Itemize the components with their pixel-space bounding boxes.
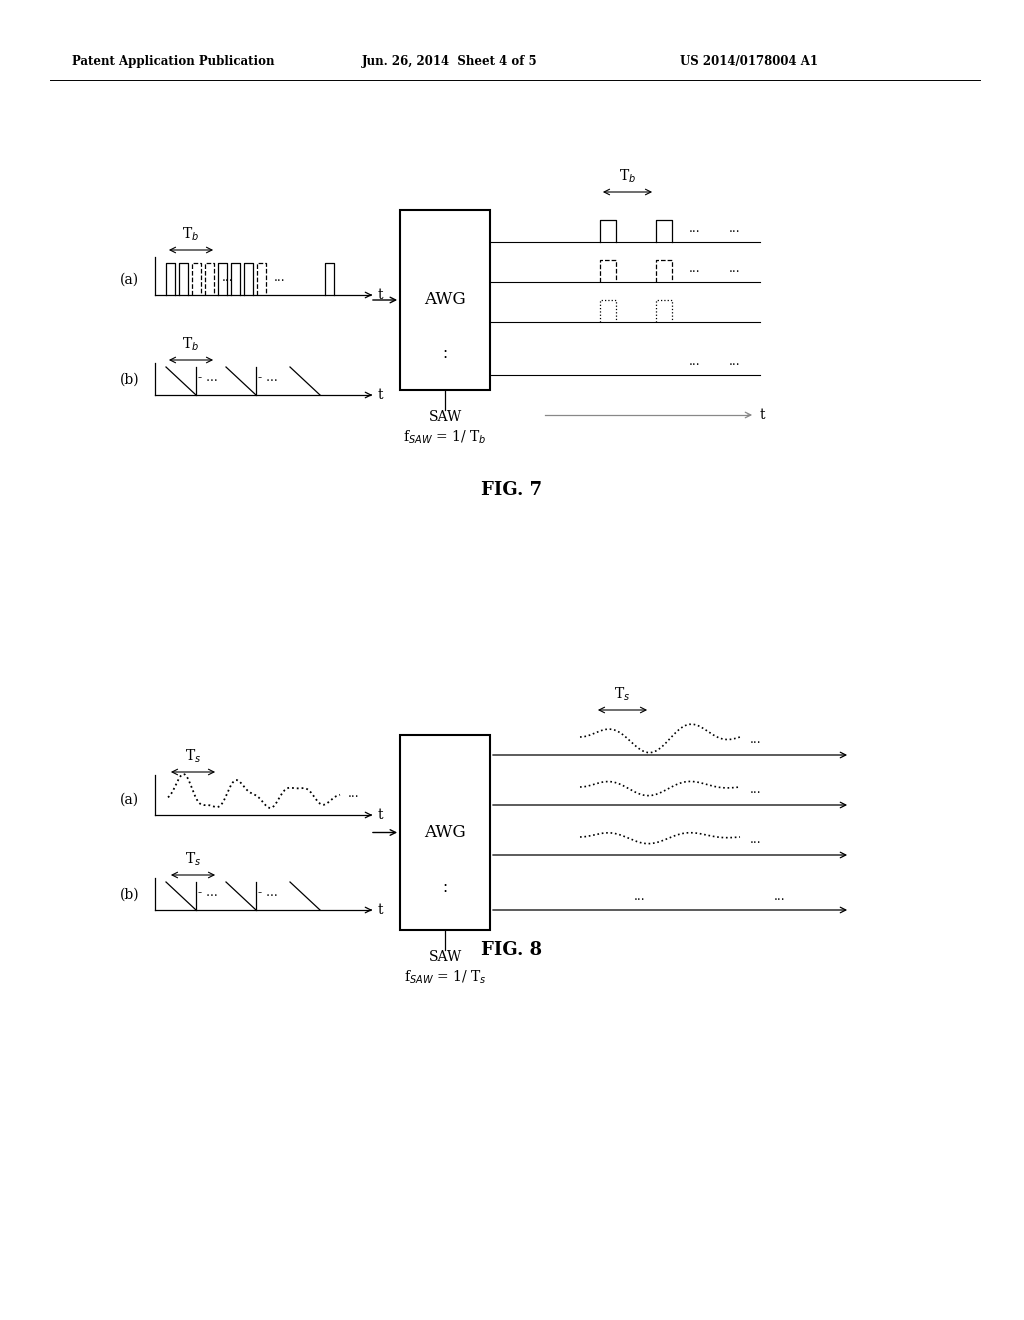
Text: f$_{SAW}$ = 1/ T$_s$: f$_{SAW}$ = 1/ T$_s$ <box>403 969 486 986</box>
Text: (a): (a) <box>120 793 139 807</box>
Text: AWG: AWG <box>424 292 466 309</box>
Text: t: t <box>378 808 384 822</box>
Text: T$_b$: T$_b$ <box>182 226 200 243</box>
Text: SAW: SAW <box>428 950 462 964</box>
Text: ...: ... <box>689 261 700 275</box>
Text: FIG. 7: FIG. 7 <box>481 480 543 499</box>
Text: T$_s$: T$_s$ <box>185 850 201 867</box>
Text: Jun. 26, 2014  Sheet 4 of 5: Jun. 26, 2014 Sheet 4 of 5 <box>362 55 538 69</box>
Text: ...: ... <box>750 733 762 746</box>
Text: T$_s$: T$_s$ <box>185 747 201 764</box>
Text: SAW: SAW <box>428 411 462 424</box>
Text: t: t <box>760 408 766 422</box>
Bar <box>400 210 490 389</box>
Text: US 2014/0178004 A1: US 2014/0178004 A1 <box>680 55 818 69</box>
Text: - ...: - ... <box>198 886 218 899</box>
Bar <box>400 735 490 931</box>
Text: f$_{SAW}$ = 1/ T$_b$: f$_{SAW}$ = 1/ T$_b$ <box>403 428 486 446</box>
Text: :: : <box>442 880 447 895</box>
Text: FIG. 8: FIG. 8 <box>481 941 543 960</box>
Text: (a): (a) <box>120 273 139 286</box>
Text: ...: ... <box>689 355 700 368</box>
Text: T$_b$: T$_b$ <box>182 335 200 352</box>
Text: - ...: - ... <box>258 886 278 899</box>
Text: T$_s$: T$_s$ <box>614 685 631 702</box>
Text: ...: ... <box>274 271 286 284</box>
Text: ...: ... <box>634 890 646 903</box>
Text: (b): (b) <box>120 374 139 387</box>
Text: ...: ... <box>729 222 740 235</box>
Text: - ...: - ... <box>258 371 278 384</box>
Text: ...: ... <box>348 787 359 800</box>
Text: t: t <box>378 903 384 917</box>
Text: ...: ... <box>222 271 233 284</box>
Text: ...: ... <box>750 783 762 796</box>
Text: ...: ... <box>689 222 700 235</box>
Text: ...: ... <box>729 355 740 368</box>
Text: Patent Application Publication: Patent Application Publication <box>72 55 274 69</box>
Text: ...: ... <box>774 890 785 903</box>
Text: T$_b$: T$_b$ <box>618 168 636 185</box>
Text: ...: ... <box>750 833 762 846</box>
Text: ...: ... <box>729 261 740 275</box>
Text: - ...: - ... <box>198 371 218 384</box>
Text: t: t <box>378 288 384 302</box>
Text: t: t <box>378 388 384 403</box>
Text: AWG: AWG <box>424 824 466 841</box>
Text: :: : <box>442 346 447 360</box>
Text: (b): (b) <box>120 888 139 902</box>
